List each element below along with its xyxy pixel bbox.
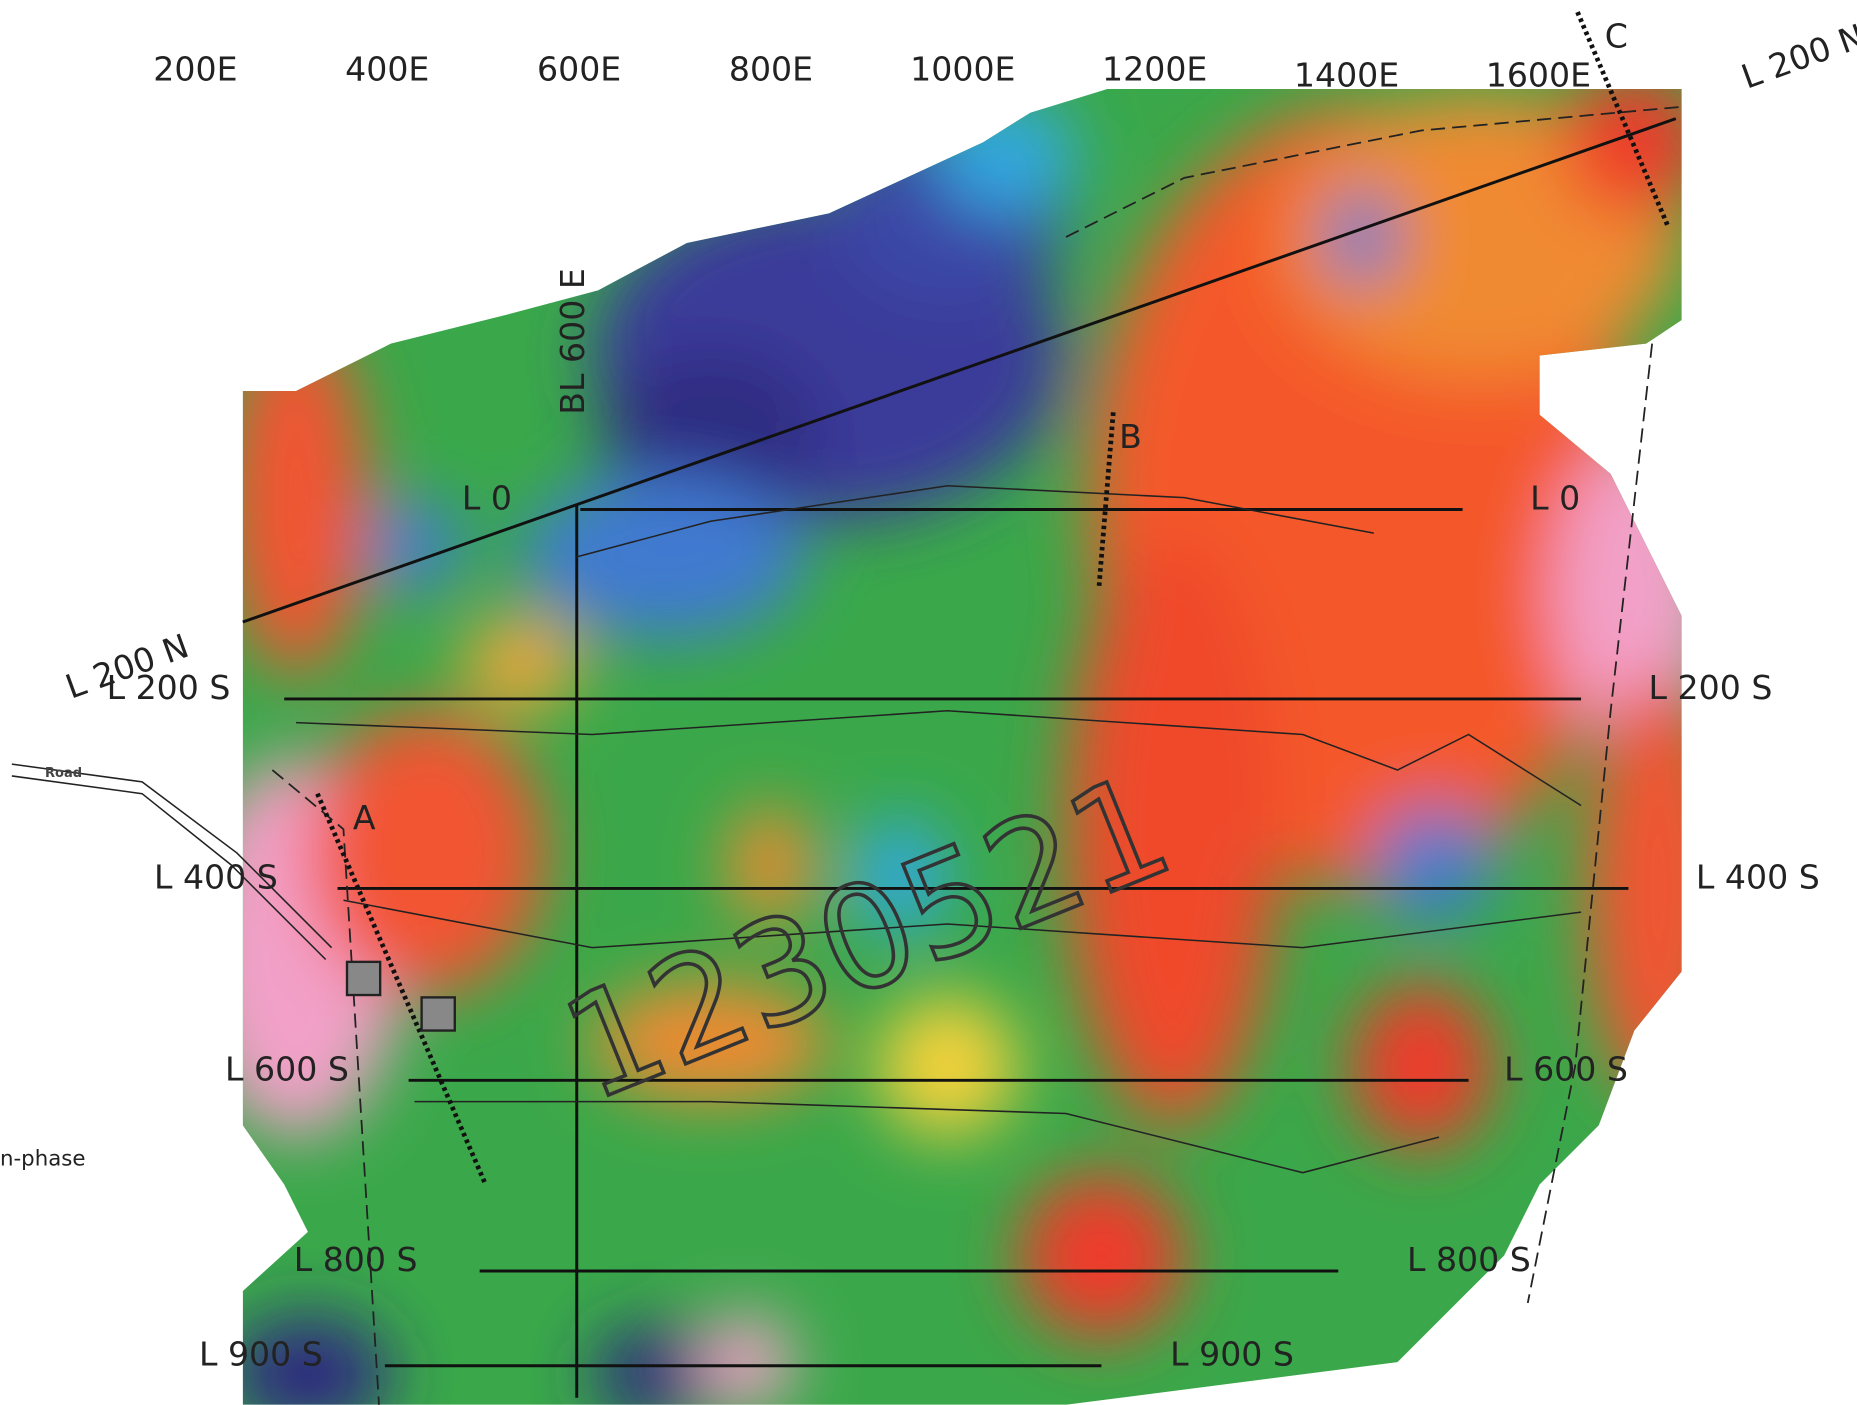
easting-label: 1200E — [1102, 50, 1207, 89]
line-label: L 900 S — [1170, 1335, 1294, 1374]
easting-axis: 200E 400E 600E 800E 1000E 1200E 1400E 16… — [153, 50, 1591, 95]
contour-map — [189, 71, 1729, 1405]
line-label: L 900 S — [199, 1335, 323, 1374]
road-label: Road — [45, 766, 82, 781]
legend-text: n-phase — [0, 1147, 85, 1172]
easting-label: 800E — [729, 50, 813, 89]
easting-label: 1000E — [910, 50, 1015, 89]
line-label: L 400 S — [1696, 857, 1820, 896]
easting-label: 1400E — [1294, 56, 1399, 95]
anomaly-label: A — [353, 798, 376, 837]
anomaly-label: C — [1605, 17, 1628, 56]
anomaly-label: B — [1119, 417, 1142, 456]
baseline-label: BL 600 E — [553, 268, 592, 415]
map: 200E 400E 600E 800E 1000E 1200E 1400E 16… — [0, 0, 1857, 1405]
line-label: L 400 S — [154, 857, 278, 896]
line-label: L 600 S — [1504, 1049, 1628, 1088]
easting-label: 600E — [537, 50, 621, 89]
easting-label: 1600E — [1486, 56, 1591, 95]
line-label: L 0 — [1530, 478, 1580, 517]
line-label: L 800 S — [1407, 1240, 1531, 1279]
line-label: L 800 S — [294, 1240, 418, 1279]
easting-label: 200E — [153, 50, 237, 89]
line-label: L 0 — [462, 478, 512, 517]
line-label: L 600 S — [225, 1049, 349, 1088]
line-label: L 200 S — [1649, 668, 1773, 707]
easting-label: 400E — [345, 50, 429, 89]
tie-line-label: L 200 N — [1736, 16, 1857, 96]
